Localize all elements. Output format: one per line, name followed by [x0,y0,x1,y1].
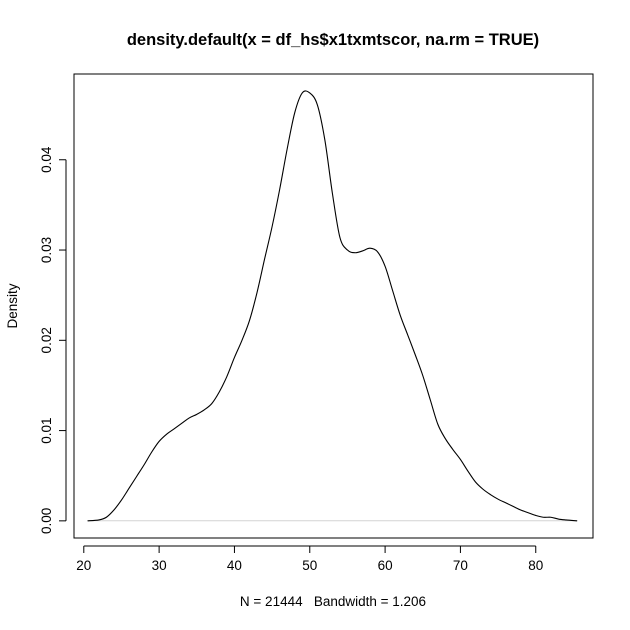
y-axis-label: Density [5,283,20,328]
x-tick-label: 50 [302,558,317,573]
x-tick-label: 60 [378,558,393,573]
y-tick-label: 0.02 [39,327,54,353]
y-axis: 0.00 0.01 0.02 0.03 0.04 [39,146,67,534]
y-tick-label: 0.00 [39,508,54,534]
density-curve [87,90,578,522]
plot-frame [73,73,594,539]
chart-title: density.default(x = df_hs$x1txmtscor, na… [127,31,539,49]
y-tick-label: 0.04 [39,146,54,173]
x-tick-label: 20 [76,558,91,573]
y-tick-label: 0.01 [39,417,54,443]
x-tick-label: 80 [528,558,543,573]
y-tick-label: 0.03 [39,237,54,263]
x-axis: 20 30 40 50 60 70 80 [76,545,543,573]
x-tick-label: 40 [227,558,242,573]
x-tick-label: 30 [152,558,167,573]
x-axis-label: N = 21444 Bandwidth = 1.206 [240,594,426,609]
x-tick-label: 70 [453,558,468,573]
